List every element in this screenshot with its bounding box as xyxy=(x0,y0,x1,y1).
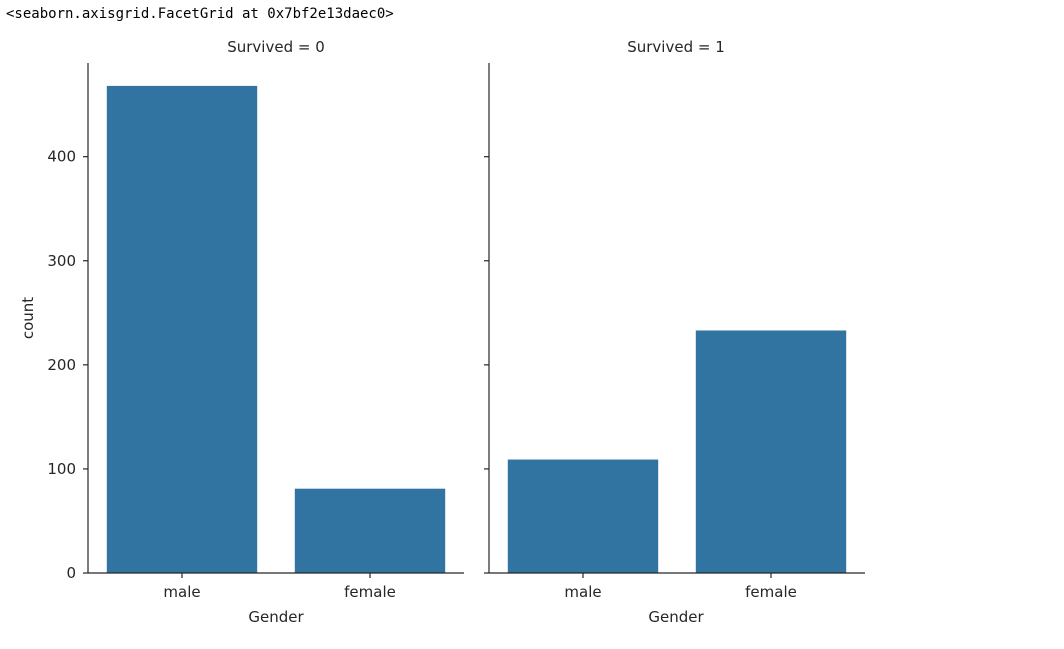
facet-survived-0: Survived = 0 Gender male female xyxy=(83,38,464,626)
y-tick-label: 400 xyxy=(47,148,76,166)
x-tick-label: female xyxy=(745,583,797,601)
x-axis-label: Gender xyxy=(648,608,704,626)
y-tick-label: 100 xyxy=(47,460,76,478)
output-repr-text: <seaborn.axisgrid.FacetGrid at 0x7bf2e13… xyxy=(6,6,394,22)
y-tick-label: 0 xyxy=(66,564,76,582)
x-axis-label: Gender xyxy=(248,608,304,626)
x-tick-label: male xyxy=(163,583,200,601)
facet-title: Survived = 0 xyxy=(227,38,325,56)
facet-title: Survived = 1 xyxy=(627,38,725,56)
y-tick-label: 200 xyxy=(47,356,76,374)
facet-survived-1: Survived = 1 Gender male female xyxy=(484,38,865,626)
x-tick-label: female xyxy=(344,583,396,601)
bar-female xyxy=(695,330,847,573)
y-axis-label: count xyxy=(19,297,37,339)
x-tick-label: male xyxy=(564,583,601,601)
bar-male xyxy=(507,459,659,573)
y-tick-label: 300 xyxy=(47,252,76,270)
bar-male xyxy=(106,85,258,574)
bar-female xyxy=(294,488,446,573)
